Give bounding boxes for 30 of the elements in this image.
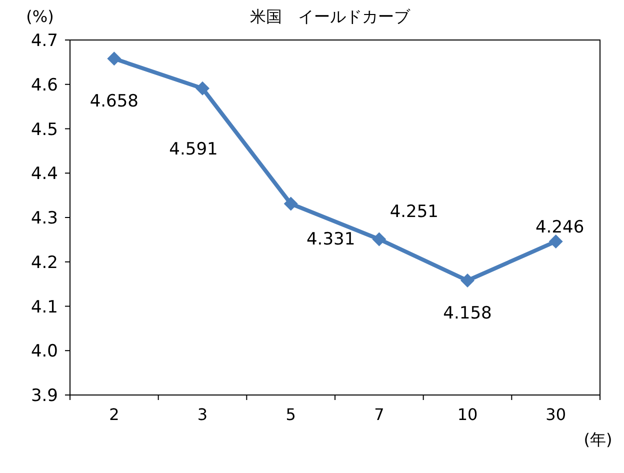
x-tick-label: 30: [546, 405, 566, 424]
data-label: 4.331: [306, 230, 356, 250]
y-tick-label: 4.4: [30, 164, 58, 184]
data-label: 4.658: [90, 92, 139, 112]
x-tick-label: 5: [286, 405, 296, 424]
y-axis-title: (%): [26, 7, 54, 26]
y-tick-label: 3.9: [30, 386, 58, 406]
point: [107, 52, 122, 66]
y-tick-label: 4.7: [30, 31, 58, 51]
x-tick-label: 10: [457, 405, 478, 424]
point: [548, 234, 563, 248]
x-axis-title: (年): [584, 430, 612, 449]
point: [284, 196, 298, 211]
data-label: 4.246: [535, 217, 584, 238]
data-label: 4.591: [169, 139, 218, 160]
point: [460, 274, 474, 288]
y-tick-label: 4.1: [30, 297, 58, 318]
x-tick-label: 3: [197, 405, 208, 424]
point: [196, 81, 210, 96]
data-label: 4.251: [390, 202, 439, 222]
y-tick-label: 4.6: [30, 75, 58, 96]
y-tick-label: 4.3: [30, 208, 58, 228]
x-tick-label: 2: [109, 405, 120, 424]
x-tick-label: 7: [374, 405, 384, 424]
point: [372, 232, 386, 246]
data-label: 4.158: [443, 304, 492, 324]
y-tick-label: 4.5: [30, 120, 58, 140]
y-tick-label: 4.2: [30, 252, 58, 273]
y-tick-label: 4.0: [30, 342, 58, 362]
chart-title: 米国 イールドカーブ: [250, 7, 411, 26]
